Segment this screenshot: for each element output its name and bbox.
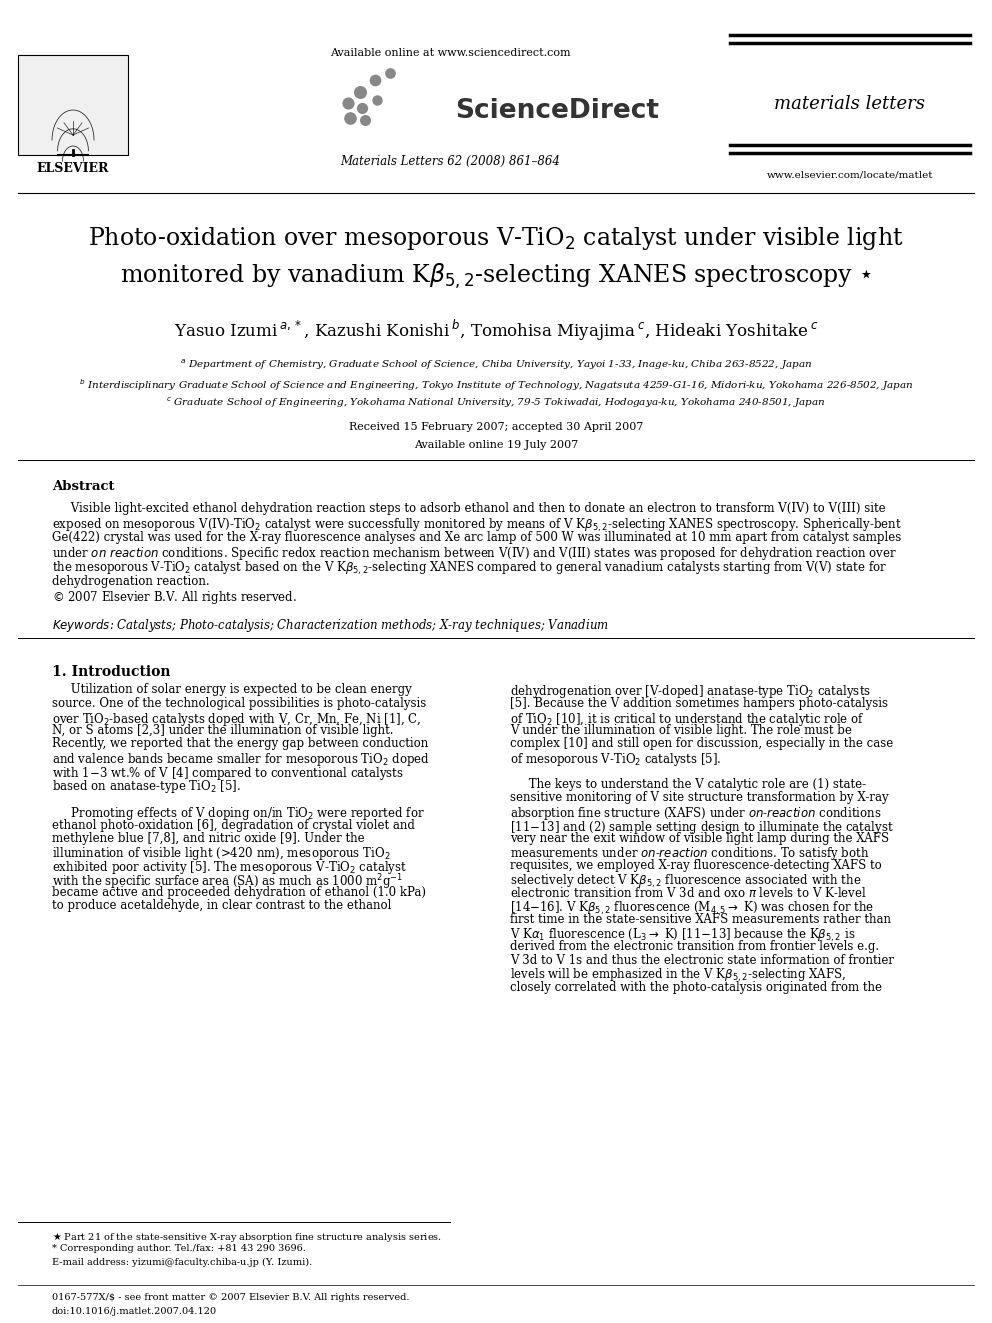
Text: Available online 19 July 2007: Available online 19 July 2007 (414, 441, 578, 450)
Text: $\bigstar$ Part 21 of the state-sensitive X-ray absorption fine structure analys: $\bigstar$ Part 21 of the state-sensitiv… (52, 1230, 442, 1244)
Text: Received 15 February 2007; accepted 30 April 2007: Received 15 February 2007; accepted 30 A… (349, 422, 643, 433)
Text: The keys to understand the V catalytic role are (1) state-: The keys to understand the V catalytic r… (510, 778, 866, 791)
Text: levels will be emphasized in the V K$\beta_{5,2}$-selecting XAFS,: levels will be emphasized in the V K$\be… (510, 967, 846, 984)
Text: Yasuo Izumi$\,^{a,*}$, Kazushi Konishi$\,^{b}$, Tomohisa Miyajima$\,^{c}$, Hidea: Yasuo Izumi$\,^{a,*}$, Kazushi Konishi$\… (174, 318, 818, 343)
Text: complex [10] and still open for discussion, especially in the case: complex [10] and still open for discussi… (510, 737, 893, 750)
Text: 0167-577X/$ - see front matter © 2007 Elsevier B.V. All rights reserved.: 0167-577X/$ - see front matter © 2007 El… (52, 1293, 410, 1302)
Text: ScienceDirect: ScienceDirect (455, 98, 659, 124)
Text: $\it{Keywords}$: Catalysts; Photo-catalysis; Characterization methods; X-ray tec: $\it{Keywords}$: Catalysts; Photo-cataly… (52, 618, 609, 635)
Text: Ge(422) crystal was used for the X-ray fluorescence analyses and Xe arc lamp of : Ge(422) crystal was used for the X-ray f… (52, 531, 902, 544)
Text: illumination of visible light (>420 nm), mesoporous TiO$_2$: illumination of visible light (>420 nm),… (52, 845, 391, 863)
Point (367, 69, 383, 90)
Text: sensitive monitoring of V site structure transformation by X-ray: sensitive monitoring of V site structure… (510, 791, 889, 804)
Text: dehydrogenation reaction.: dehydrogenation reaction. (52, 574, 209, 587)
Text: monitored by vanadium K$\beta_{5,2}$-selecting XANES spectroscopy $\star$: monitored by vanadium K$\beta_{5,2}$-sel… (120, 262, 872, 291)
Text: closely correlated with the photo-catalysis originated from the: closely correlated with the photo-cataly… (510, 980, 882, 994)
Text: Promoting effects of V doping on/in TiO$_2$ were reported for: Promoting effects of V doping on/in TiO$… (52, 804, 425, 822)
Text: Photo-oxidation over mesoporous V-TiO$_2$ catalyst under visible light: Photo-oxidation over mesoporous V-TiO$_2… (88, 225, 904, 251)
Text: of mesoporous V-TiO$_2$ catalysts [5].: of mesoporous V-TiO$_2$ catalysts [5]. (510, 751, 721, 767)
Point (352, 82, 368, 103)
Text: $^a$ Department of Chemistry, Graduate School of Science, Chiba University, Yayo: $^a$ Department of Chemistry, Graduate S… (180, 359, 812, 372)
Text: exposed on mesoporous V(IV)-TiO$_2$ catalyst were successfully monitored by mean: exposed on mesoporous V(IV)-TiO$_2$ cata… (52, 516, 902, 533)
Text: ELSEVIER: ELSEVIER (37, 161, 109, 175)
Text: * Corresponding author. Tel./fax: +81 43 290 3696.: * Corresponding author. Tel./fax: +81 43… (52, 1244, 306, 1253)
Text: absorption fine structure (XAFS) under $\it{on}$-$\it{reaction}$ conditions: absorption fine structure (XAFS) under $… (510, 804, 882, 822)
Text: V 3d to V 1s and thus the electronic state information of frontier: V 3d to V 1s and thus the electronic sta… (510, 954, 894, 967)
Text: based on anatase-type TiO$_2$ [5].: based on anatase-type TiO$_2$ [5]. (52, 778, 241, 795)
Text: [11$-$13] and (2) sample setting design to illuminate the catalyst: [11$-$13] and (2) sample setting design … (510, 819, 894, 836)
Text: of TiO$_2$ [10], it is critical to understand the catalytic role of: of TiO$_2$ [10], it is critical to under… (510, 710, 865, 728)
Text: Recently, we reported that the energy gap between conduction: Recently, we reported that the energy ga… (52, 737, 429, 750)
Text: $^b$ Interdisciplinary Graduate School of Science and Engineering, Tokyo Institu: $^b$ Interdisciplinary Graduate School o… (78, 377, 914, 393)
Point (354, 98, 370, 119)
Text: selectively detect V K$\beta_{5,2}$ fluorescence associated with the: selectively detect V K$\beta_{5,2}$ fluo… (510, 872, 862, 889)
Text: E-mail address: yizumi@faculty.chiba-u.jp (Y. Izumi).: E-mail address: yizumi@faculty.chiba-u.j… (52, 1258, 312, 1267)
Text: doi:10.1016/j.matlet.2007.04.120: doi:10.1016/j.matlet.2007.04.120 (52, 1307, 217, 1316)
Text: [5]. Because the V addition sometimes hampers photo-catalysis: [5]. Because the V addition sometimes ha… (510, 697, 888, 710)
Text: to produce acetaldehyde, in clear contrast to the ethanol: to produce acetaldehyde, in clear contra… (52, 900, 392, 913)
Text: became active and proceeded dehydration of ethanol (1.0 kPa): became active and proceeded dehydration … (52, 886, 426, 900)
Text: V K$\alpha_1$ fluorescence (L$_3$$\rightarrow$ K) [11$-$13] because the K$\beta_: V K$\alpha_1$ fluorescence (L$_3$$\right… (510, 926, 855, 943)
Text: measurements under $\it{on}$-$\it{reaction}$ conditions. To satisfy both: measurements under $\it{on}$-$\it{reacti… (510, 845, 870, 863)
Text: the mesoporous V-TiO$_2$ catalyst based on the V K$\beta_{5,2}$-selecting XANES : the mesoporous V-TiO$_2$ catalyst based … (52, 560, 888, 577)
Text: $\copyright$ 2007 Elsevier B.V. All rights reserved.: $\copyright$ 2007 Elsevier B.V. All righ… (52, 589, 297, 606)
Text: methylene blue [7,8], and nitric oxide [9]. Under the: methylene blue [7,8], and nitric oxide [… (52, 832, 365, 845)
Point (340, 93, 356, 114)
Text: [14$-$16]. V K$\beta_{5,2}$ fluorescence (M$_{4,5}$$\rightarrow$ K) was chosen f: [14$-$16]. V K$\beta_{5,2}$ fluorescence… (510, 900, 874, 917)
Text: www.elsevier.com/locate/matlet: www.elsevier.com/locate/matlet (767, 169, 933, 179)
Point (342, 107, 358, 128)
Text: Materials Letters 62 (2008) 861–864: Materials Letters 62 (2008) 861–864 (340, 155, 559, 168)
Text: very near the exit window of visible light lamp during the XAFS: very near the exit window of visible lig… (510, 832, 889, 845)
Text: dehydrogenation over [V-doped] anatase-type TiO$_2$ catalysts: dehydrogenation over [V-doped] anatase-t… (510, 684, 871, 700)
Text: N, or S atoms [2,3] under the illumination of visible light.: N, or S atoms [2,3] under the illuminati… (52, 724, 394, 737)
Text: exhibited poor activity [5]. The mesoporous V-TiO$_2$ catalyst: exhibited poor activity [5]. The mesopor… (52, 859, 407, 876)
Text: Utilization of solar energy is expected to be clean energy: Utilization of solar energy is expected … (52, 684, 412, 696)
Point (357, 110, 373, 131)
Text: $^c$ Graduate School of Engineering, Yokohama National University, 79-5 Tokiwada: $^c$ Graduate School of Engineering, Yok… (167, 396, 825, 410)
Text: under $\it{on\ reaction}$ conditions. Specific redox reaction mechanism between : under $\it{on\ reaction}$ conditions. Sp… (52, 545, 897, 562)
Text: ethanol photo-oxidation [6], degradation of crystal violet and: ethanol photo-oxidation [6], degradation… (52, 819, 415, 831)
Bar (18, 56, 128, 155)
Text: electronic transition from V 3d and oxo $\pi$ levels to V K-level: electronic transition from V 3d and oxo … (510, 886, 867, 900)
Text: requisites, we employed X-ray fluorescence-detecting XAFS to: requisites, we employed X-ray fluorescen… (510, 859, 882, 872)
Text: Visible light-excited ethanol dehydration reaction steps to adsorb ethanol and t: Visible light-excited ethanol dehydratio… (52, 501, 886, 515)
Text: with the specific surface area (SA) as much as 1000 m$^2$g$^{-1}$: with the specific surface area (SA) as m… (52, 872, 404, 892)
Text: derived from the electronic transition from frontier levels e.g.: derived from the electronic transition f… (510, 941, 879, 953)
Text: and valence bands became smaller for mesoporous TiO$_2$ doped: and valence bands became smaller for mes… (52, 751, 430, 767)
Text: source. One of the technological possibilities is photo-catalysis: source. One of the technological possibi… (52, 697, 427, 710)
Text: first time in the state-sensitive XAFS measurements rather than: first time in the state-sensitive XAFS m… (510, 913, 891, 926)
Text: materials letters: materials letters (775, 95, 926, 112)
Point (369, 90, 385, 111)
Text: with 1$-$3 wt.% of V [4] compared to conventional catalysts: with 1$-$3 wt.% of V [4] compared to con… (52, 765, 404, 782)
Text: over TiO$_2$-based catalysts doped with V, Cr, Mn, Fe, Ni [1], C,: over TiO$_2$-based catalysts doped with … (52, 710, 422, 728)
Text: V under the illumination of visible light. The role must be: V under the illumination of visible ligh… (510, 724, 852, 737)
Point (382, 62, 398, 83)
Text: 1. Introduction: 1. Introduction (52, 665, 171, 680)
Text: Available online at www.sciencedirect.com: Available online at www.sciencedirect.co… (329, 48, 570, 58)
Text: Abstract: Abstract (52, 480, 114, 493)
